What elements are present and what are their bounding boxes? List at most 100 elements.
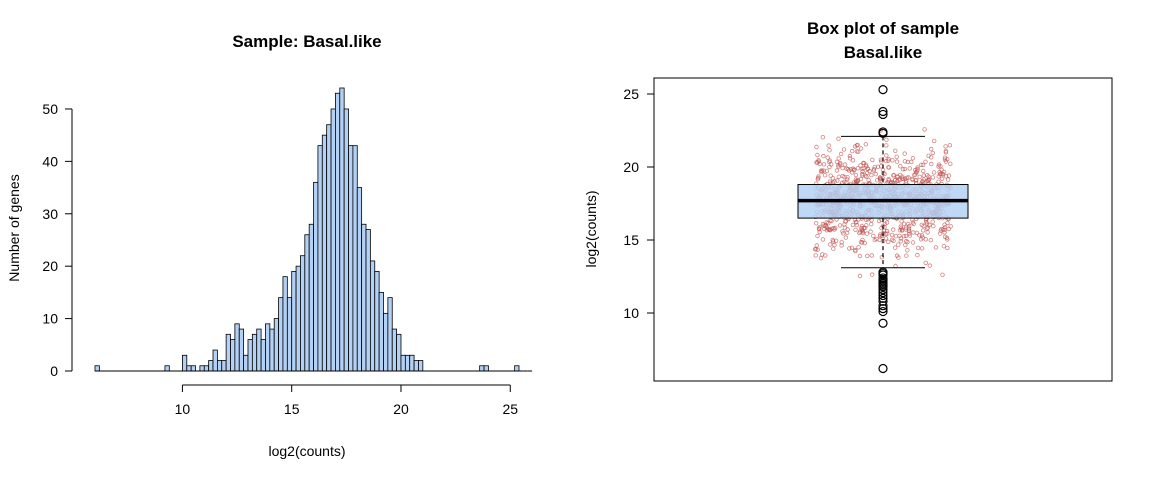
jitter-point	[840, 165, 845, 171]
jitter-point	[876, 218, 882, 224]
jitter-point	[870, 272, 875, 277]
jitter-point	[937, 172, 943, 177]
jitter-point	[919, 222, 924, 227]
jitter-point	[901, 233, 907, 239]
histogram-y-label: Number of genes	[6, 174, 22, 281]
outlier-point	[878, 106, 888, 117]
histogram-x-tick-label: 25	[502, 401, 518, 417]
jitter-point	[885, 231, 890, 236]
histogram-bar	[400, 354, 406, 372]
histogram-x-label: log2(counts)	[268, 443, 345, 459]
jitter-point	[901, 221, 907, 226]
jitter-point	[881, 228, 887, 233]
jitter-point	[857, 273, 863, 279]
jitter-point	[872, 237, 877, 243]
histogram-bar	[199, 365, 205, 372]
boxplot-y-label: log2(counts)	[583, 190, 599, 267]
jitter-point	[871, 168, 876, 173]
jitter-point	[856, 245, 861, 250]
jitter-point	[904, 253, 909, 258]
jitter-point	[831, 225, 836, 231]
jitter-point	[909, 159, 914, 165]
jitter-point	[902, 159, 908, 164]
jitter-point	[911, 230, 916, 235]
histogram-bar	[365, 229, 371, 372]
histogram-bar	[238, 328, 245, 372]
jitter-point	[938, 231, 943, 236]
histogram-bar	[221, 360, 227, 372]
outlier-point	[878, 293, 888, 303]
jitter-point	[943, 144, 948, 149]
histogram-bar	[251, 333, 258, 372]
jitter-point	[917, 233, 922, 238]
jitter-point	[869, 172, 874, 178]
jitter-point	[923, 260, 928, 266]
boxplot-y-tick-label: 20	[623, 159, 639, 175]
histogram-bar	[278, 297, 284, 372]
jitter-point	[930, 175, 936, 180]
jitter-point	[915, 252, 920, 258]
jitter-point	[837, 223, 843, 228]
jitter-point	[842, 162, 848, 167]
jitter-point	[864, 223, 869, 228]
jitter-point	[814, 160, 819, 165]
jitter-point	[884, 228, 890, 234]
jitter-point	[851, 167, 857, 173]
boxplot-y-tick-label: 25	[623, 86, 639, 102]
jitter-point	[861, 225, 866, 231]
histogram-y-tick-label: 10	[42, 311, 58, 327]
jitter-point	[942, 230, 947, 235]
jitter-point	[828, 242, 833, 247]
jitter-point	[824, 220, 829, 225]
jitter-point	[815, 233, 820, 239]
histogram-bar	[404, 354, 411, 372]
histogram-bar	[339, 87, 345, 372]
jitter-point	[863, 173, 868, 178]
jitter-point	[911, 221, 916, 227]
jitter-point	[868, 229, 873, 234]
jitter-point	[889, 232, 895, 238]
jitter-point	[897, 227, 903, 233]
histogram-bar	[369, 260, 376, 372]
jitter-point	[921, 168, 926, 174]
outlier-point	[878, 290, 888, 301]
outlier-point	[878, 270, 888, 280]
jitter-point	[884, 143, 889, 148]
jitter-point	[939, 176, 945, 181]
jitter-point	[883, 236, 889, 241]
jitter-point	[891, 173, 896, 178]
outlier-point	[878, 304, 888, 314]
jitter-point	[924, 219, 929, 225]
jitter-point	[943, 148, 949, 154]
jitter-point	[853, 227, 858, 232]
histogram-bar	[243, 354, 249, 372]
jitter-point	[896, 255, 901, 260]
histogram-bar	[326, 124, 332, 372]
jitter-point	[945, 245, 950, 251]
jitter-point	[853, 172, 859, 178]
histogram-bar	[212, 349, 218, 372]
jitter-point	[926, 174, 931, 179]
jitter-point	[942, 234, 948, 239]
histogram-y-tick-label: 20	[42, 258, 58, 274]
histogram-bar	[313, 181, 319, 372]
jitter-point	[899, 219, 904, 224]
jitter-point	[910, 240, 916, 245]
jitter-point	[869, 253, 874, 258]
jitter-point	[893, 177, 898, 183]
jitter-point	[860, 237, 865, 243]
histogram-bar	[230, 339, 236, 372]
jitter-point	[904, 238, 909, 244]
jitter-point	[845, 175, 850, 180]
jitter-point	[933, 245, 939, 250]
jitter-point	[942, 157, 948, 162]
histogram-bar	[413, 360, 419, 372]
jitter-point	[822, 172, 828, 178]
jitter-point	[821, 153, 826, 159]
jitter-point	[912, 172, 917, 178]
jitter-point	[895, 174, 900, 180]
jitter-point	[854, 222, 860, 228]
boxplot-y-tick-label: 15	[623, 232, 639, 248]
jitter-point	[838, 160, 843, 166]
jitter-point	[828, 227, 833, 233]
